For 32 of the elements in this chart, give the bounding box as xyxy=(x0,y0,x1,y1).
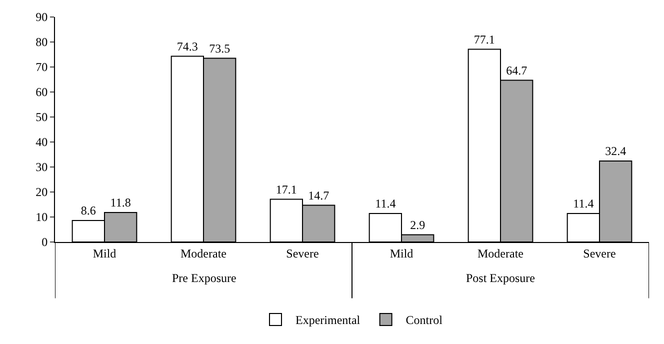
data-label: 74.3 xyxy=(176,39,198,54)
data-label: 2.9 xyxy=(410,218,426,232)
data-label: 32.4 xyxy=(605,144,626,158)
x-tick-label: Mild xyxy=(92,246,116,260)
data-label: 11.8 xyxy=(110,196,131,210)
y-tick-label: 60 xyxy=(36,85,48,100)
data-label: 77.1 xyxy=(474,32,495,46)
text: Pre Exposure xyxy=(172,271,236,285)
x-tick-label: Mild xyxy=(390,246,414,260)
y-tick-label: 70 xyxy=(36,60,48,74)
x-tick-label: Moderate xyxy=(180,246,226,260)
x-tick-label: Moderate xyxy=(478,246,524,260)
y-tick-label: 80 xyxy=(36,35,48,50)
data-label: 11.4 xyxy=(375,196,396,210)
legend-label: Experimental xyxy=(296,313,361,328)
legend-label: Control xyxy=(406,313,444,328)
y-tick-label: 90 xyxy=(36,10,48,24)
data-label: 11.4 xyxy=(573,196,594,210)
data-label: 17.1 xyxy=(276,182,297,196)
x-tick-label: Severe xyxy=(286,246,319,260)
data-label: 14.7 xyxy=(308,188,330,202)
y-tick-label: 50 xyxy=(36,110,48,124)
y-tick-label: 20 xyxy=(36,185,48,200)
y-tick-label: 40 xyxy=(36,135,48,150)
y-tick-label: 10 xyxy=(36,210,48,224)
y-tick-label: 30 xyxy=(36,160,48,174)
x-tick-label: Severe xyxy=(583,246,616,260)
data-label: 8.6 xyxy=(80,204,96,218)
data-label: 73.5 xyxy=(209,41,230,56)
y-tick-label: 0 xyxy=(42,235,48,250)
data-label: 64.7 xyxy=(506,63,528,78)
text: Post Exposure xyxy=(466,271,535,285)
